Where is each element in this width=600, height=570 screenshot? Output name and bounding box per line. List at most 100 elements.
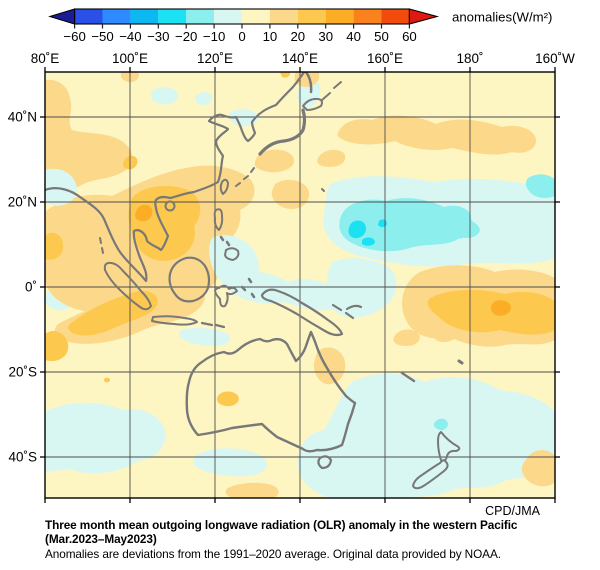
coastline-mindanao bbox=[224, 247, 240, 261]
anomaly-region bbox=[150, 87, 179, 105]
axis-labels: 80˚E 100˚E 120˚E 140˚E 160˚E 180˚ 160˚W 40˚N 20˚… bbox=[8, 51, 575, 503]
coastline-asia-mainland bbox=[45, 72, 306, 283]
colorbar-unit-label: anomalies(W/m²) bbox=[452, 10, 552, 25]
colorbar-segment bbox=[214, 9, 243, 24]
colorbar-segment bbox=[325, 9, 354, 24]
anomaly-region bbox=[525, 174, 555, 199]
anomaly-region bbox=[193, 448, 267, 477]
anomaly-regions-minus20 bbox=[339, 174, 555, 431]
anomaly-region bbox=[362, 237, 375, 246]
longitude-label: 180˚ bbox=[456, 51, 483, 66]
colorbar-segment bbox=[74, 9, 103, 24]
coastline-taiwan bbox=[219, 178, 229, 195]
longitude-label: 120˚E bbox=[197, 51, 233, 66]
latitude-label: 40˚N bbox=[8, 110, 37, 125]
coastline-ryukyu-islands bbox=[235, 167, 255, 187]
coastline-moluccas bbox=[240, 277, 256, 299]
anomaly-region bbox=[45, 402, 166, 474]
colorbar-tick-label: 50 bbox=[374, 29, 389, 44]
coastline-kuril-islands bbox=[321, 81, 342, 101]
anomaly-region bbox=[434, 326, 458, 342]
anomaly-region bbox=[337, 115, 537, 155]
anomaly-region bbox=[178, 327, 231, 346]
colorbar-tick-label: −50 bbox=[91, 29, 113, 44]
coastline-andaman-islands bbox=[99, 237, 104, 254]
coastline-java bbox=[151, 315, 198, 326]
colorbar-segment bbox=[102, 9, 131, 24]
anomaly-region bbox=[297, 373, 555, 498]
colorbar-tick-label: 30 bbox=[318, 29, 333, 44]
latitude-label: 0˚ bbox=[25, 280, 37, 295]
colorbar-tick-label: −10 bbox=[203, 29, 225, 44]
anomaly-regions-plus20 bbox=[45, 72, 555, 407]
coastline-new-guinea bbox=[260, 288, 344, 337]
colorbar-tick-label: −60 bbox=[63, 29, 85, 44]
caption-note: Anomalies are deviations from the 1991–2… bbox=[45, 546, 501, 561]
anomaly-region bbox=[317, 149, 346, 167]
coastline-lesser-sunda bbox=[200, 321, 226, 329]
colorbar-segment bbox=[381, 9, 410, 24]
anomaly-region bbox=[327, 258, 397, 318]
latitude-label: 40˚S bbox=[8, 450, 37, 465]
colorbar-tick-label: −30 bbox=[147, 29, 169, 44]
anomaly-region bbox=[195, 92, 213, 106]
coastline-luzon bbox=[213, 208, 224, 231]
colorbar: −60 −50 −40 −30 −20 −10 0 10 20 30 40 50 60 anomalie… bbox=[48, 8, 552, 44]
caption-title-line1: Three month mean outgoing longwave radia… bbox=[45, 518, 518, 532]
anomaly-region bbox=[393, 329, 420, 346]
anomaly-region bbox=[453, 220, 480, 238]
coastline-borneo bbox=[168, 256, 211, 303]
colorbar-tick-labels: −60 −50 −40 −30 −20 −10 0 10 20 30 40 50 60 bbox=[63, 29, 416, 44]
anomaly-region bbox=[128, 185, 201, 261]
anomaly-region bbox=[521, 450, 555, 487]
coastline-sulawesi bbox=[214, 284, 238, 308]
longitude-label: 140˚E bbox=[282, 51, 318, 66]
grid-lines bbox=[45, 72, 555, 498]
colorbar-segment bbox=[353, 9, 382, 24]
coastline-japan-hokkaido bbox=[302, 97, 323, 111]
colorbar-ticks bbox=[73, 24, 410, 29]
longitude-label: 160˚E bbox=[367, 51, 403, 66]
coastline-ogasawara bbox=[321, 188, 325, 192]
caption: Three month mean outgoing longwave radia… bbox=[45, 518, 593, 561]
anomaly-region bbox=[490, 300, 511, 316]
coastline-new-britain bbox=[345, 304, 363, 311]
coastline-sumatra bbox=[103, 261, 152, 311]
anomaly-regions-plus30 bbox=[135, 204, 511, 316]
anomaly-region bbox=[68, 290, 158, 336]
colorbar-tick-label: 10 bbox=[263, 29, 278, 44]
longitude-label: 160˚W bbox=[535, 51, 575, 66]
coastline-solomon-islands bbox=[331, 303, 355, 320]
anomaly-region bbox=[255, 149, 295, 173]
anomaly-region bbox=[45, 79, 133, 191]
anomaly-region bbox=[216, 391, 239, 407]
anomaly-region bbox=[427, 289, 555, 335]
anomaly-region bbox=[348, 220, 366, 239]
coastlines bbox=[45, 72, 464, 490]
colorbar-tick-label: 0 bbox=[238, 29, 245, 44]
anomaly-region bbox=[225, 482, 279, 498]
anomaly-region bbox=[45, 232, 64, 260]
colorbar-segment bbox=[186, 9, 215, 24]
coastline-fiji bbox=[457, 359, 464, 365]
coastline-nz-north-island bbox=[437, 431, 461, 462]
coastline-nz-south-island bbox=[412, 459, 449, 490]
colorbar-tick-label: 20 bbox=[290, 29, 305, 44]
anomaly-region bbox=[225, 271, 344, 311]
anomaly-region bbox=[45, 330, 69, 362]
longitude-label: 80˚E bbox=[31, 51, 60, 66]
colorbar-body bbox=[48, 8, 440, 25]
anomaly-region bbox=[45, 168, 77, 206]
coastline-hainan bbox=[164, 200, 176, 212]
latitude-label: 20˚S bbox=[8, 365, 37, 380]
colorbar-tick-label: 40 bbox=[346, 29, 361, 44]
anomaly-region bbox=[135, 204, 153, 222]
colorbar-tick-label: 60 bbox=[402, 29, 417, 44]
anomaly-region bbox=[433, 418, 448, 431]
colorbar-segment bbox=[158, 9, 187, 24]
coastline-philippines-central bbox=[219, 235, 231, 247]
anomaly-region bbox=[209, 235, 259, 289]
anomaly-region bbox=[280, 72, 291, 78]
